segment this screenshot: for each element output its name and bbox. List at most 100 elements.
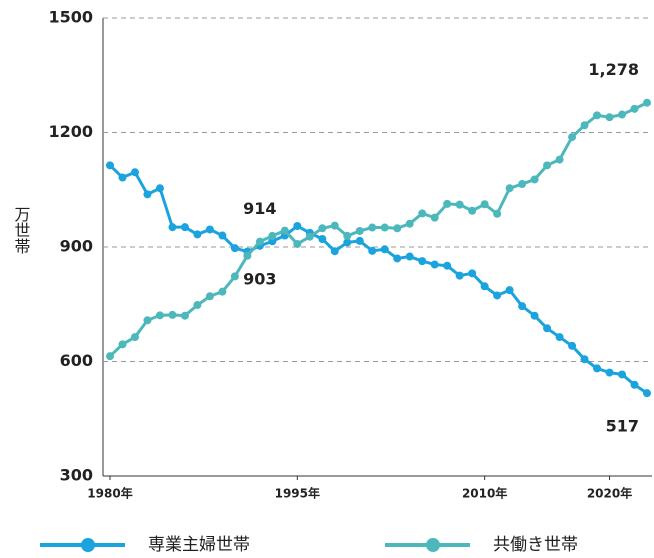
point [568, 133, 577, 142]
x-tick-label: 2020年 [587, 486, 632, 501]
point [343, 238, 352, 247]
point [455, 271, 464, 280]
point [430, 260, 439, 269]
point [618, 110, 627, 119]
point [106, 352, 114, 361]
point [318, 234, 327, 243]
point [505, 286, 514, 295]
y-axis-label: 万世帯 [12, 206, 31, 254]
point [555, 333, 564, 342]
point [355, 236, 364, 245]
point [418, 257, 427, 266]
point [130, 333, 139, 342]
point [480, 282, 489, 291]
point [180, 223, 189, 232]
point [630, 104, 639, 113]
point [118, 173, 127, 182]
point [155, 311, 164, 320]
legend-label: 共働き世帯 [493, 535, 578, 555]
point [355, 226, 364, 235]
x-tick-label: 1980年 [87, 486, 132, 501]
point [580, 355, 589, 364]
point [118, 340, 127, 349]
point [518, 302, 527, 311]
point [180, 311, 189, 320]
point [293, 239, 302, 248]
point [393, 224, 402, 233]
point [630, 380, 639, 389]
point [343, 231, 352, 240]
point [593, 111, 602, 120]
point [518, 180, 527, 189]
point [380, 223, 389, 232]
point [493, 209, 502, 218]
legend-marker [426, 538, 440, 552]
point [205, 225, 214, 234]
point [618, 370, 627, 379]
point [168, 223, 177, 232]
point [443, 261, 452, 270]
point [230, 244, 239, 253]
point [393, 254, 402, 263]
point [530, 311, 539, 320]
point [605, 368, 614, 377]
legend-label: 専業主婦世帯 [148, 535, 250, 555]
data-label: 903 [243, 269, 276, 288]
point [330, 247, 339, 256]
data-label: 1,278 [588, 60, 639, 79]
point [230, 272, 239, 281]
y-tick-label: 600 [60, 351, 93, 370]
point [130, 168, 139, 177]
point [318, 224, 327, 233]
point [255, 237, 264, 246]
y-tick-label: 900 [60, 237, 93, 256]
point [443, 199, 452, 208]
point [455, 200, 464, 209]
point [193, 230, 202, 239]
point [480, 200, 489, 209]
point [530, 175, 539, 184]
point [593, 364, 602, 373]
point [493, 291, 502, 300]
point [418, 209, 427, 218]
point [155, 184, 164, 193]
point [430, 213, 439, 222]
data-label: 914 [243, 199, 276, 218]
point [330, 221, 339, 230]
point [468, 269, 477, 278]
point [280, 226, 289, 235]
point [293, 222, 302, 231]
point [643, 98, 651, 107]
point [193, 301, 202, 310]
point [268, 231, 277, 240]
point [143, 316, 152, 325]
point [368, 246, 377, 255]
point [405, 252, 414, 261]
point [543, 324, 552, 333]
point [643, 389, 651, 398]
point [243, 251, 252, 260]
x-tick-label: 2010年 [462, 486, 507, 501]
point [305, 232, 314, 241]
point [605, 113, 614, 122]
x-tick-label: 1995年 [275, 486, 320, 501]
point [368, 223, 377, 232]
legend-marker [81, 538, 95, 552]
point [380, 245, 389, 254]
y-tick-label: 1500 [48, 8, 93, 27]
point [205, 292, 214, 301]
data-label: 517 [606, 417, 639, 436]
point [555, 155, 564, 164]
series-line [108, 164, 648, 395]
point [580, 121, 589, 130]
y-tick-label: 1200 [48, 122, 93, 141]
point [106, 161, 114, 170]
point [168, 310, 177, 319]
y-tick-label: 300 [60, 466, 93, 485]
point [405, 219, 414, 228]
point [218, 287, 227, 296]
point [143, 190, 152, 199]
point [218, 231, 227, 240]
point [543, 161, 552, 170]
